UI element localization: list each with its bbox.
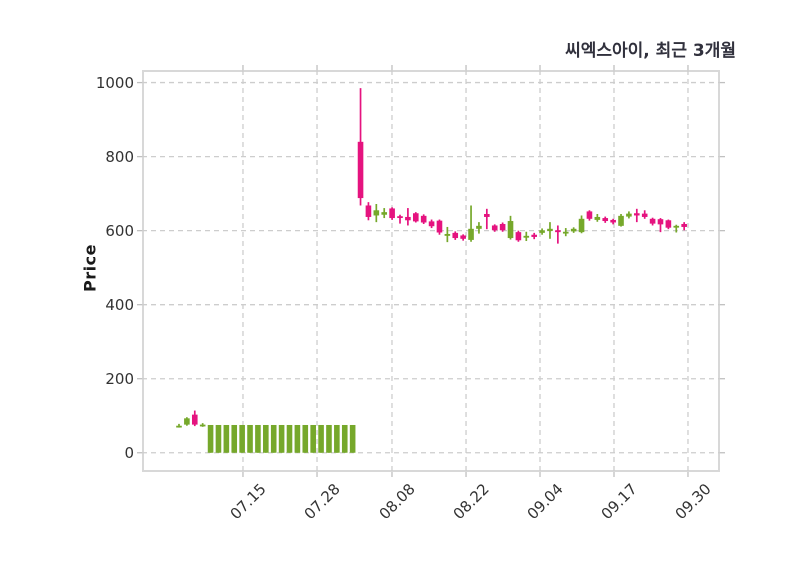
candle-body — [231, 424, 238, 453]
candle-body — [191, 414, 198, 425]
candle-body — [176, 425, 182, 428]
candle-body — [420, 215, 427, 223]
candle-body — [444, 233, 451, 236]
candle-body — [602, 218, 609, 222]
candle-body — [215, 424, 222, 453]
candle-body — [373, 210, 380, 216]
candle-body — [310, 424, 316, 453]
plot-area — [142, 70, 720, 472]
candle-body — [586, 211, 593, 219]
candle-body — [357, 141, 364, 199]
y-tick-label: 800 — [105, 147, 134, 166]
candle-body — [223, 424, 230, 453]
candle-body — [294, 424, 301, 453]
candle-body — [476, 225, 482, 229]
candle-body — [594, 216, 601, 220]
candle-body — [263, 424, 269, 453]
candle-body — [341, 424, 348, 453]
candle-body — [278, 424, 285, 453]
candle-body — [673, 225, 680, 228]
y-tick-label: 600 — [105, 221, 134, 240]
candle-body — [452, 232, 459, 239]
candle-body — [365, 205, 372, 217]
y-tick-label: 0 — [124, 443, 134, 462]
candle-body — [618, 215, 624, 226]
candle-body — [547, 228, 553, 232]
candle-body — [610, 219, 616, 223]
candle-body — [460, 235, 466, 239]
candle-body — [562, 231, 569, 234]
candle-body — [499, 223, 506, 231]
candle-body — [649, 218, 656, 224]
candle-body — [302, 424, 309, 453]
candle-body — [405, 216, 411, 221]
y-tick-label: 400 — [105, 295, 134, 314]
candle-body — [539, 230, 545, 233]
candle-body — [286, 424, 293, 453]
candle-body — [436, 220, 443, 233]
candle-body — [184, 418, 190, 425]
candle-body — [207, 424, 214, 453]
candle-body — [318, 424, 324, 453]
candle-body — [397, 216, 403, 219]
candle-body — [657, 219, 664, 225]
y-tick-label: 1000 — [95, 73, 134, 92]
candle-body — [334, 424, 340, 453]
candle-body — [570, 228, 577, 232]
candle-body — [199, 424, 206, 427]
candle-body — [239, 424, 245, 453]
candle-body — [389, 208, 395, 219]
candle-body — [412, 213, 419, 222]
candle-body — [578, 218, 585, 233]
candle-body — [681, 223, 687, 227]
candle-body — [665, 220, 672, 228]
candle-body — [326, 424, 332, 453]
candle-body — [270, 424, 277, 453]
chart-title: 씨엑스아이, 최근 3개월 — [565, 41, 736, 61]
candle-body — [255, 424, 261, 453]
candle-body — [531, 234, 537, 237]
candle-body — [515, 232, 522, 241]
candle-body — [349, 424, 356, 453]
candle-body — [468, 228, 474, 240]
candle-body — [523, 235, 530, 238]
candle-body — [484, 213, 490, 217]
candle-body — [491, 225, 498, 231]
candle-body — [428, 221, 435, 227]
candle-body — [507, 221, 514, 239]
candle-body — [641, 213, 648, 217]
candle-body — [626, 213, 632, 217]
candle-body — [381, 212, 388, 215]
candle-body — [247, 424, 253, 453]
y-tick-label: 200 — [105, 369, 134, 388]
candle-body — [555, 230, 561, 233]
candle-body — [634, 213, 640, 216]
